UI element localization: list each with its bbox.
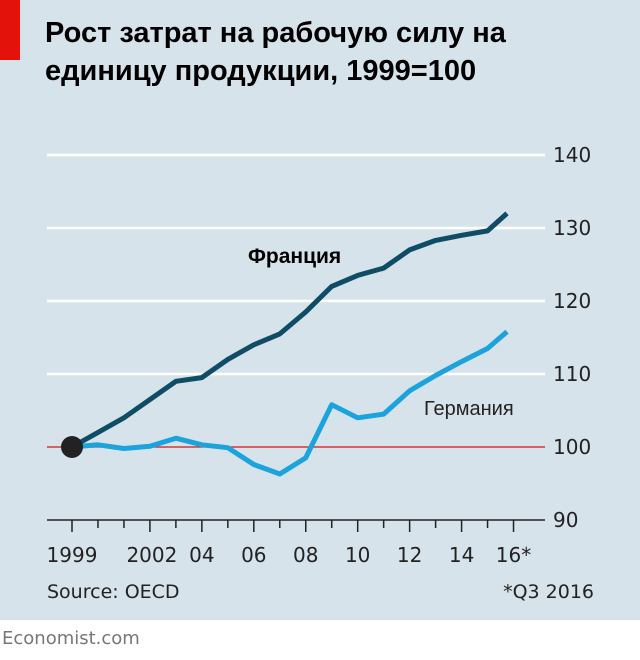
brand-accent-tab bbox=[0, 0, 20, 60]
x-tick-label-12: 12 bbox=[397, 543, 422, 567]
y-tick-label-130: 130 bbox=[553, 216, 591, 240]
line-chart: 90 100 110 120 130 140 1999 2002 04 06 08 10 12 14 16*… bbox=[47, 143, 594, 603]
source-note: Source: OECD bbox=[47, 581, 180, 603]
footer-brand: Economist.com bbox=[2, 628, 140, 649]
chart-title: Рост затрат на рабочую силу на единицу п… bbox=[45, 17, 506, 87]
x-tick-label-08: 08 bbox=[293, 543, 318, 567]
y-tick-label-110: 110 bbox=[553, 362, 591, 386]
gridlines bbox=[47, 153, 545, 521]
x-tick-label-10: 10 bbox=[345, 543, 370, 567]
y-tick-label-100: 100 bbox=[553, 435, 591, 459]
x-tick-label-06: 06 bbox=[241, 543, 266, 567]
series-line-france bbox=[70, 211, 509, 450]
footnote: *Q3 2016 bbox=[503, 581, 594, 603]
series-line-germany bbox=[71, 329, 509, 477]
series-lines bbox=[61, 211, 509, 477]
base-point-marker bbox=[61, 436, 83, 458]
series-label-france: Франция bbox=[248, 245, 341, 268]
x-tick-label-1999: 1999 bbox=[47, 543, 98, 567]
x-tick-label-04: 04 bbox=[189, 543, 214, 567]
x-tick-label-2002: 2002 bbox=[126, 543, 177, 567]
x-tick-label-16*: 16* bbox=[496, 543, 531, 567]
series-label-germany: Германия bbox=[424, 398, 514, 420]
y-tick-label-120: 120 bbox=[553, 289, 591, 313]
tick-labels: 90 100 110 120 130 140 1999 2002 04 06 08 10 12 14 16* bbox=[47, 143, 592, 567]
chart-panel bbox=[0, 0, 640, 620]
y-tick-label-90: 90 bbox=[553, 508, 578, 532]
x-tick-label-14: 14 bbox=[449, 543, 474, 567]
y-tick-label-140: 140 bbox=[553, 143, 591, 167]
x-axis bbox=[71, 520, 515, 532]
